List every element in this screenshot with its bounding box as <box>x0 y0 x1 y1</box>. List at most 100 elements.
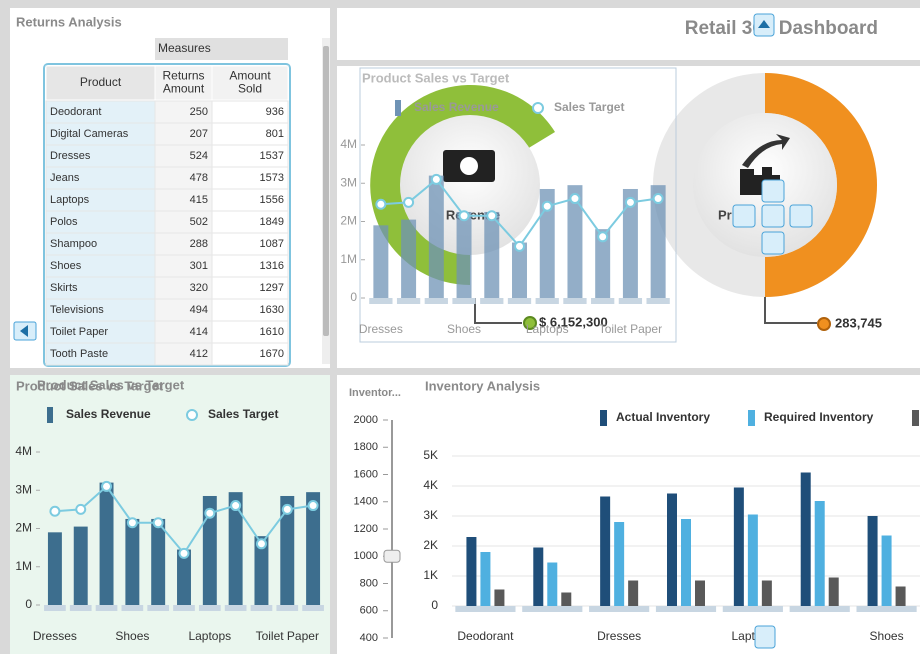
bar <box>628 580 639 606</box>
bar <box>254 536 269 605</box>
legend-label: Required Inventory <box>764 410 874 424</box>
legend-marker <box>186 409 198 421</box>
header-cell <box>211 65 289 101</box>
category-strip <box>589 606 650 612</box>
nav-button[interactable] <box>761 204 785 228</box>
legend-label: Sales Target <box>208 407 278 421</box>
category-strip <box>424 298 448 304</box>
point <box>204 507 216 519</box>
measures-label: Measures <box>158 41 211 55</box>
bar <box>99 482 114 605</box>
bar <box>280 495 295 605</box>
point <box>514 240 525 252</box>
bar <box>622 188 638 298</box>
cell-text: 1297 <box>260 282 284 294</box>
bar <box>428 175 444 298</box>
slider-title: Inventor... <box>349 387 401 399</box>
cell-text: 1316 <box>260 260 284 272</box>
bar <box>202 495 217 605</box>
point <box>152 517 164 529</box>
x-tick-label: Laptops <box>526 322 569 336</box>
point <box>49 505 61 517</box>
bar <box>306 492 321 605</box>
point <box>375 198 387 210</box>
nav-icon <box>20 325 28 337</box>
legend-marker <box>532 102 544 114</box>
bar <box>466 537 477 606</box>
cell-text: 1849 <box>260 216 284 228</box>
category-strip <box>455 606 516 612</box>
cell-text: 320 <box>190 282 208 294</box>
y-tick-label: 5K <box>423 448 438 462</box>
bar <box>650 185 666 298</box>
category-strip <box>507 298 532 304</box>
nav-button[interactable] <box>761 179 785 203</box>
bar <box>480 552 491 606</box>
category-strip <box>452 298 476 304</box>
category-strip <box>396 298 421 304</box>
bar <box>373 225 389 298</box>
point <box>569 193 581 205</box>
category-strip <box>480 298 504 304</box>
kpi-marker <box>817 317 831 331</box>
bar <box>733 487 744 606</box>
panel <box>337 8 920 60</box>
legend-swatch <box>47 407 53 423</box>
bar <box>695 580 705 606</box>
bar <box>494 589 505 606</box>
bar <box>125 518 140 605</box>
nav-button[interactable] <box>754 625 776 649</box>
bar <box>595 229 611 298</box>
cell-text: Tooth Paste <box>50 348 108 360</box>
category-strip <box>147 605 170 611</box>
kpi-value: 283,745 <box>835 315 882 330</box>
bar <box>512 242 527 298</box>
bar <box>747 514 758 606</box>
point <box>597 231 609 243</box>
column-header: Amount <box>163 82 205 96</box>
nav-button[interactable] <box>732 204 756 228</box>
point <box>486 210 498 222</box>
bar <box>533 547 544 606</box>
pan-control[interactable] <box>732 179 813 255</box>
legend-swatch <box>395 100 401 116</box>
x-tick-label: Toilet Paper <box>256 629 319 643</box>
cell-text: Digital Cameras <box>50 128 129 140</box>
cell-text: 494 <box>190 304 208 316</box>
category-strip <box>618 298 643 304</box>
bar <box>47 532 62 605</box>
x-tick-label: Toilet Paper <box>599 322 662 336</box>
panel-title: Product Sales vs Target <box>16 378 164 393</box>
money-icon <box>460 157 478 175</box>
point <box>307 500 319 512</box>
donut-arc <box>765 73 877 297</box>
category-strip <box>522 606 583 612</box>
cell-text: Polos <box>50 216 78 228</box>
nav-button[interactable] <box>789 204 813 228</box>
point <box>430 173 442 185</box>
slider-handle[interactable] <box>383 549 401 563</box>
x-tick-label: Shoes <box>115 629 149 643</box>
y-tick-label: 0 <box>25 597 32 611</box>
bar <box>614 522 625 606</box>
category-strip <box>276 605 299 611</box>
bar <box>547 562 558 606</box>
cell-text: 524 <box>190 150 208 162</box>
x-tick-label: Dresses <box>597 629 641 643</box>
cell-text: 1610 <box>260 326 284 338</box>
bar <box>895 586 906 606</box>
scroll-thumb[interactable] <box>323 46 329 336</box>
cell-text: 936 <box>266 106 284 118</box>
bar <box>151 518 166 605</box>
point <box>101 480 113 492</box>
x-tick-label: Dresses <box>33 629 77 643</box>
cell-text: 288 <box>190 238 208 250</box>
header-cell <box>154 65 213 101</box>
x-tick-label: Dresses <box>359 322 403 336</box>
cell-text: 478 <box>190 172 208 184</box>
point <box>541 200 553 212</box>
nav-button[interactable] <box>761 231 785 255</box>
dashboard-title: Retail 360 Dashboard <box>685 18 878 39</box>
chart-frame <box>359 67 677 343</box>
y-tick-label: 1M <box>340 252 357 266</box>
